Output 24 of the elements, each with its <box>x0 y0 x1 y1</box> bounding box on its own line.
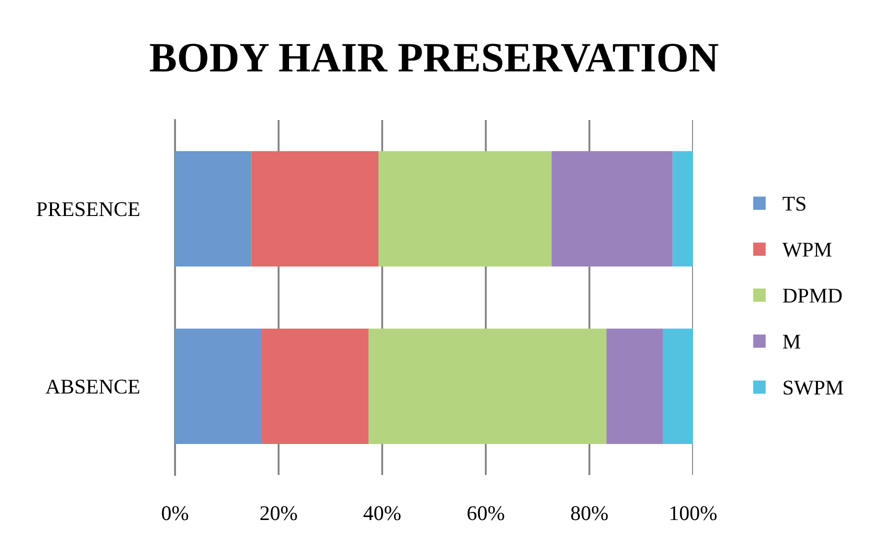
bar <box>251 151 379 266</box>
x-tick-label: 40% <box>364 506 401 520</box>
legend-label: M <box>782 334 800 348</box>
bar <box>606 328 663 444</box>
bar <box>262 328 369 444</box>
x-tick-label: 100% <box>670 506 717 520</box>
legend-label: TS <box>782 196 806 211</box>
bar <box>175 328 262 444</box>
bar <box>368 328 606 444</box>
bar <box>552 151 673 266</box>
bar <box>378 151 552 266</box>
bar <box>175 151 252 266</box>
x-tick-label: 80% <box>571 506 608 520</box>
y-tick-label: PRESENCE <box>36 202 140 216</box>
chart-title: BODY HAIR PRESERVATION <box>150 44 718 72</box>
legend-label: DPMD <box>782 288 842 303</box>
legend-label: WPM <box>782 242 832 257</box>
bar <box>672 151 693 266</box>
x-tick-label: 20% <box>260 506 297 520</box>
bar <box>662 328 693 444</box>
y-tick-label: ABSENCE <box>46 380 140 394</box>
x-tick-label: 0% <box>162 506 188 520</box>
legend-label: SWPM <box>784 380 844 395</box>
x-tick-label: 60% <box>468 506 504 520</box>
